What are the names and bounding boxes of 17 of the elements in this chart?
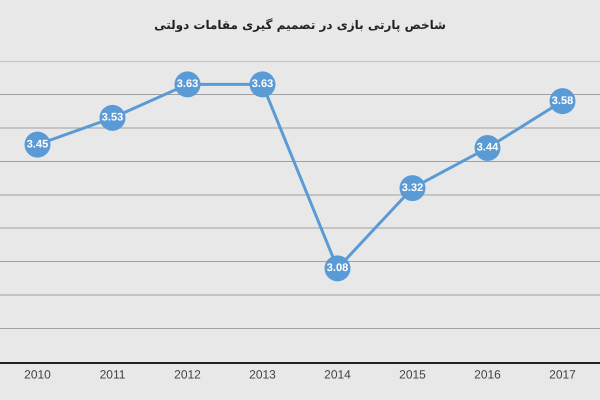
x-tick-label: 2011 [100,367,126,382]
chart-title: شاخص پارتی بازی در تصمیم گیری مقامات دولتی [154,18,446,32]
data-label: 3.53 [102,112,124,124]
x-tick-label: 2015 [399,367,426,382]
x-tick-label: 2017 [549,367,576,382]
x-tick-label: 2014 [324,367,352,382]
data-label: 3.08 [326,262,348,274]
data-label: 3.63 [252,78,274,90]
x-tick-label: 2013 [249,367,276,382]
data-label: 3.58 [552,94,574,107]
x-tick-label: 2010 [24,367,52,382]
x-tick-label: 2012 [174,367,202,382]
data-label: 3.44 [476,142,500,154]
data-label: 3.63 [176,78,198,90]
x-tick-label: 2016 [474,367,502,382]
data-label: 3.45 [26,138,48,150]
data-label: 3.32 [402,182,424,194]
